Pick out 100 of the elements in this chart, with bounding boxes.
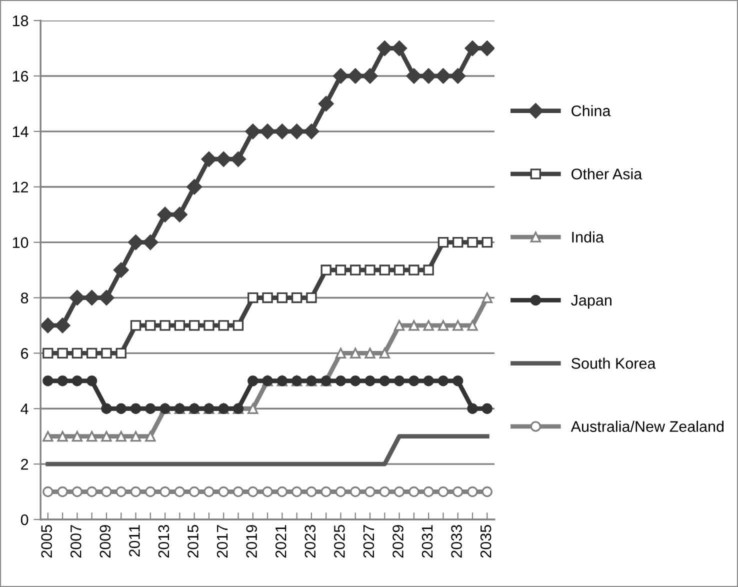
- point: [42, 376, 54, 386]
- point: [248, 486, 258, 498]
- point: [160, 320, 170, 331]
- point: [482, 292, 492, 304]
- point: [276, 486, 288, 498]
- point: [408, 320, 420, 331]
- point: [408, 376, 420, 386]
- point: [304, 124, 320, 140]
- point: [101, 430, 112, 442]
- x-tick-label: 2033: [451, 525, 462, 558]
- point: [101, 403, 112, 414]
- point: [364, 376, 376, 386]
- point: [54, 318, 70, 334]
- point: [84, 290, 100, 306]
- point: [42, 430, 54, 442]
- point: [452, 486, 464, 498]
- point: [423, 320, 434, 331]
- point: [160, 486, 170, 498]
- point: [467, 486, 478, 498]
- x-tick-label: 2011: [129, 525, 140, 556]
- point: [218, 320, 229, 331]
- point: [394, 320, 405, 331]
- y-tick-label: 6: [21, 348, 28, 359]
- point: [335, 348, 346, 359]
- point: [350, 486, 361, 498]
- point: [335, 376, 346, 386]
- point: [57, 430, 68, 442]
- x-tick-label: 2009: [100, 525, 111, 558]
- point: [276, 292, 288, 304]
- x-tick-label: 2029: [392, 525, 404, 558]
- x-tick-label: 2005: [41, 524, 52, 558]
- y-tick-label: 4: [20, 404, 28, 414]
- point: [130, 430, 142, 442]
- y-tick-label: 8: [20, 292, 28, 304]
- point: [364, 264, 376, 276]
- point: [260, 124, 276, 140]
- point: [320, 264, 332, 276]
- point: [204, 320, 214, 331]
- point: [467, 320, 478, 331]
- point: [142, 234, 158, 250]
- x-tick-label: 2023: [304, 525, 316, 558]
- point: [57, 348, 68, 359]
- point: [248, 403, 258, 414]
- y-tick-label: 14: [12, 126, 28, 137]
- point: [436, 68, 451, 84]
- point: [335, 264, 346, 276]
- point: [186, 179, 202, 195]
- point: [86, 348, 98, 359]
- y-tick-label: 18: [12, 15, 28, 26]
- point: [452, 376, 464, 386]
- point: [42, 486, 54, 498]
- point: [423, 486, 434, 498]
- x-tick-label: 2027: [363, 525, 374, 558]
- point: [348, 68, 364, 84]
- point: [482, 486, 492, 498]
- point: [320, 486, 332, 498]
- point: [174, 320, 186, 331]
- legend-label: Japan: [571, 295, 612, 309]
- point: [248, 292, 258, 304]
- point: [364, 348, 376, 359]
- point: [116, 403, 126, 414]
- legend-label: Australia/New Zealand: [570, 420, 724, 432]
- point: [438, 236, 449, 248]
- point: [479, 40, 494, 56]
- point: [450, 68, 466, 84]
- point: [145, 403, 156, 414]
- point: [216, 151, 232, 167]
- point: [98, 290, 114, 306]
- point: [335, 486, 346, 498]
- point: [306, 486, 317, 498]
- point: [174, 486, 186, 498]
- point: [145, 320, 156, 331]
- point: [232, 320, 244, 331]
- point: [262, 486, 273, 498]
- point: [248, 376, 258, 386]
- x-tick-label: 2007: [70, 525, 82, 558]
- point: [130, 486, 142, 498]
- point: [130, 403, 142, 414]
- point: [291, 292, 302, 304]
- point: [394, 264, 405, 276]
- point: [113, 262, 129, 278]
- point: [364, 486, 376, 498]
- point: [289, 124, 305, 140]
- point: [42, 348, 54, 359]
- point: [172, 206, 188, 222]
- point: [116, 430, 126, 442]
- x-tick-label: 2015: [188, 524, 198, 558]
- point: [72, 376, 83, 386]
- point: [467, 403, 478, 414]
- point: [379, 264, 390, 276]
- x-tick-label: 2019: [246, 525, 257, 558]
- point: [291, 486, 302, 498]
- legend-label: China: [572, 105, 611, 116]
- y-tick-label: 10: [12, 237, 28, 248]
- point: [116, 486, 126, 498]
- point: [362, 68, 378, 84]
- point: [376, 40, 392, 56]
- point: [423, 376, 434, 386]
- x-tick-label: 2021: [275, 525, 286, 558]
- point: [467, 236, 478, 248]
